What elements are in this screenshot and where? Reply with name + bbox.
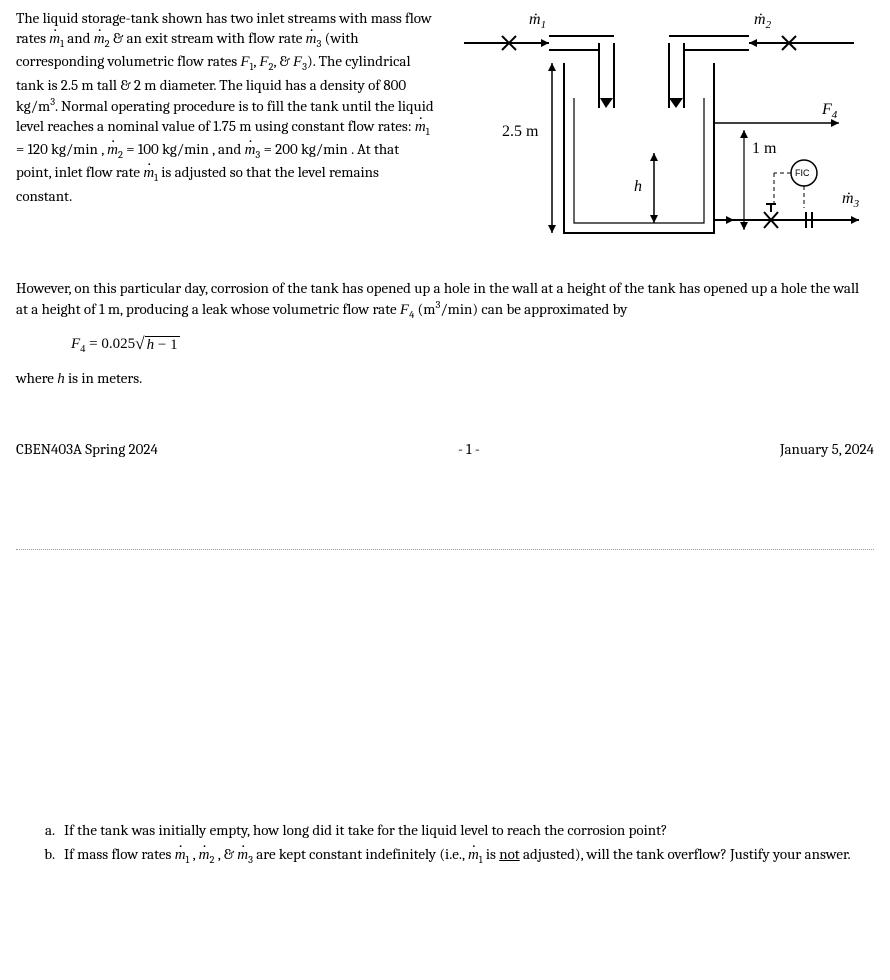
tank-figure: ṁ1 ṁ2 2.5 m [444, 8, 874, 268]
F4-label: F4 [821, 101, 838, 121]
footer-page: - 1 - [458, 439, 480, 459]
question-b: If mass flow rates m1 , m2 , & m3 are ke… [58, 844, 874, 867]
footer-date: January 5, 2024 [780, 439, 874, 459]
page-footer: CBEN403A Spring 2024 - 1 - January 5, 20… [16, 439, 874, 459]
page-break [16, 549, 874, 550]
footer-course: CBEN403A Spring 2024 [16, 439, 158, 459]
equation-F4: F4 = 0.025√h − 1 [71, 332, 874, 357]
problem-intro: The liquid storage-tank shown has two in… [16, 8, 444, 206]
m2-label: ṁ2 [754, 11, 772, 31]
h-label: h [634, 178, 642, 195]
fic-label: FIC [795, 168, 810, 178]
top-row: The liquid storage-tank shown has two in… [16, 8, 874, 268]
however-paragraph: However, on this particular day, corrosi… [16, 278, 874, 322]
leak-height-label: 1 m [752, 140, 777, 157]
blank-space [16, 590, 874, 820]
tank-height-label: 2.5 m [502, 123, 539, 140]
where-line: where h is in meters. [16, 368, 874, 389]
m1-label: ṁ1 [529, 11, 546, 31]
question-list: If the tank was initially empty, how lon… [16, 820, 874, 867]
m3-label: ṁ3 [842, 190, 860, 210]
